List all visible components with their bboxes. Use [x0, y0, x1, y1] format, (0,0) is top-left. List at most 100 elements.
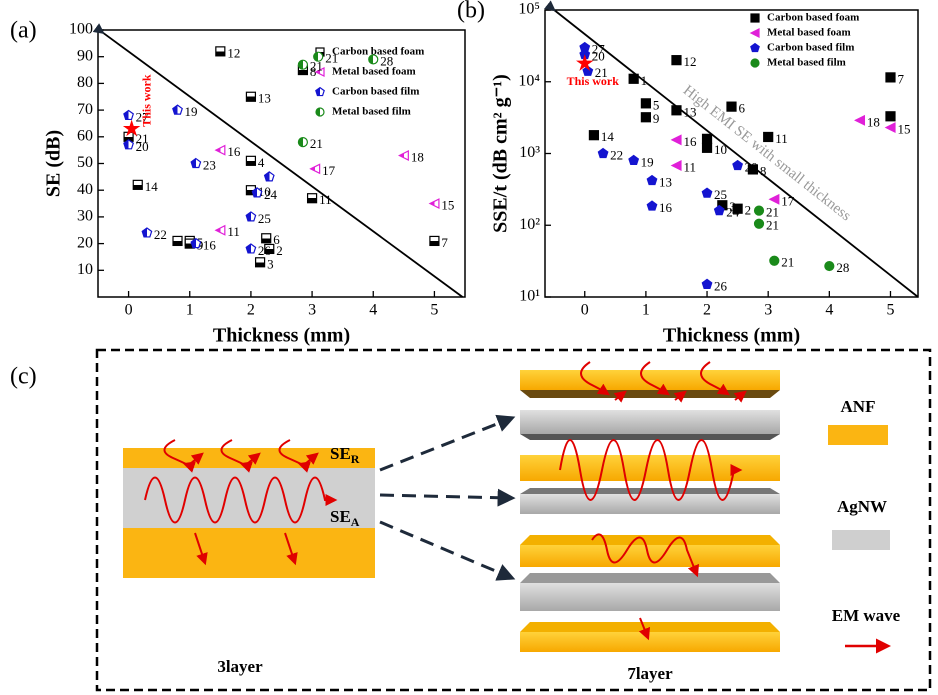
point: [397, 150, 409, 161]
y-tick-label: 60: [77, 127, 93, 144]
edge: [520, 488, 780, 494]
point-label: 25: [714, 187, 727, 202]
point: [885, 111, 896, 122]
legend-label: Carbon based foam: [332, 46, 424, 58]
point-label: 12: [227, 45, 240, 60]
point: [628, 154, 640, 166]
point: [753, 205, 765, 216]
anf-layer: [520, 455, 780, 481]
point: [763, 131, 774, 143]
point: [646, 174, 658, 186]
highlight-label: This work: [139, 74, 153, 127]
agnw-layer: [520, 410, 780, 434]
y-tick-label: 10²: [519, 216, 540, 233]
point: [306, 193, 318, 204]
point: [251, 187, 263, 198]
y-tick-label: 10: [77, 261, 93, 278]
point: [597, 147, 609, 159]
point-label: 20: [745, 160, 758, 175]
point-label: 24: [726, 205, 740, 220]
x-tick-label: 4: [369, 302, 377, 319]
anf-layer: [123, 528, 375, 578]
point-label: 9: [653, 111, 660, 126]
y-tick-label: 10¹: [519, 288, 540, 305]
point-label: 11: [227, 224, 240, 239]
legend-marker: [315, 86, 325, 97]
point: [245, 211, 257, 222]
y-tick-label: 50: [77, 154, 93, 171]
point: [671, 105, 682, 116]
point-label: 6: [739, 101, 746, 116]
point-label: 21: [310, 59, 323, 74]
y-tick-label: 10⁴: [518, 72, 540, 89]
y-tick-label: 40: [77, 181, 93, 198]
point: [671, 55, 682, 66]
point: [297, 59, 309, 70]
point-label: 8: [310, 64, 317, 79]
point-label: 10: [258, 184, 271, 199]
point: [123, 109, 134, 121]
anf-layer: [520, 370, 780, 390]
stack-label: 7layer: [627, 664, 673, 683]
point: [701, 142, 713, 153]
point: [297, 137, 309, 148]
point: [824, 260, 835, 272]
point: [646, 200, 658, 211]
point-label: 22: [610, 147, 623, 162]
legend-label: Metal based foam: [767, 27, 851, 39]
point: [264, 243, 275, 255]
point-label: 16: [683, 134, 697, 149]
point: [172, 104, 183, 115]
legend-label: EM wave: [832, 606, 901, 625]
point-label: 7: [441, 235, 448, 250]
point-label: 18: [411, 149, 424, 164]
legend-label: Metal based film: [332, 106, 411, 118]
point-label: 11: [775, 131, 788, 146]
y-tick-label: 20: [77, 234, 93, 251]
point-label: 23: [203, 157, 216, 172]
x-tick-label: 5: [886, 302, 894, 319]
point: [884, 122, 896, 134]
legend-marker: [750, 58, 760, 68]
x-tick-label: 1: [186, 302, 194, 319]
edge: [520, 573, 780, 583]
point: [263, 171, 275, 182]
point: [214, 224, 226, 236]
point: [190, 237, 202, 249]
point-label: 28: [836, 260, 849, 275]
point: [245, 91, 257, 102]
y-axis-label: SSE/t (dB cm² g⁻¹): [490, 74, 512, 233]
point: [428, 198, 440, 210]
y-tick-label: 10⁵: [518, 1, 540, 18]
x-tick-label: 0: [125, 302, 133, 319]
point: [245, 243, 257, 254]
agnw-layer: [520, 583, 780, 611]
point: [261, 233, 272, 244]
point-label: 4: [258, 155, 265, 170]
point: [309, 163, 321, 175]
point-label: 2: [276, 243, 283, 258]
highlight-label: This work: [567, 74, 620, 88]
point-label: 17: [322, 163, 336, 178]
x-tick-label: 2: [703, 302, 711, 319]
x-tick-label: 3: [764, 302, 772, 319]
legend-label: Metal based film: [767, 57, 846, 69]
panel-label: (a): [10, 18, 37, 44]
x-tick-label: 0: [581, 302, 589, 319]
y-tick-label: 80: [77, 74, 93, 91]
edge: [520, 390, 780, 398]
edge: [520, 622, 780, 632]
point-label: 21: [310, 136, 323, 151]
point-label: 19: [185, 104, 198, 119]
point-label: 21: [136, 131, 149, 146]
legend-label: Carbon based foam: [767, 12, 859, 24]
point: [640, 98, 651, 109]
point-label: 27: [592, 42, 606, 57]
point-label: 13: [258, 91, 271, 106]
point: [190, 157, 202, 169]
point-label: 15: [441, 198, 454, 213]
point-label: 27: [136, 109, 150, 124]
point: [368, 54, 379, 65]
point-label: 6: [273, 232, 280, 247]
point-label: 7: [897, 71, 904, 86]
